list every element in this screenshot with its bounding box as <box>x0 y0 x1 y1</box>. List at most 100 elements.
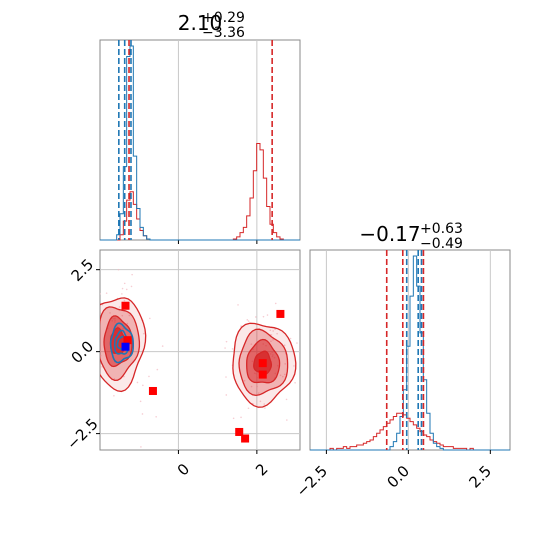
scatter-sample-dot <box>117 268 120 271</box>
scatter-sample-dot <box>237 304 239 306</box>
scatter-sample-dot <box>302 366 304 368</box>
scatter-sample-dot <box>294 382 296 384</box>
scatter-sample-dot <box>225 376 227 378</box>
scatter-sample-dot <box>123 375 125 378</box>
scatter-sample-dot <box>240 416 242 419</box>
scatter-sample-dot <box>286 419 288 421</box>
title-param0-lower: −3.36 <box>202 25 245 41</box>
scatter-sample-dot <box>246 319 249 321</box>
scatter-y-tick-label-0: −2.5 <box>63 415 101 453</box>
scatter-red-marker-1 <box>123 336 132 345</box>
scatter-sample-dot <box>96 312 98 314</box>
title-param1-upper: +0.63 <box>420 221 463 237</box>
scatter-sample-dot <box>262 315 265 318</box>
scatter-y-tick-label-1: 0.0 <box>68 337 98 367</box>
scatter-sample-dot <box>121 287 124 290</box>
scatter-sample-dot <box>225 394 228 396</box>
hist-param1-quantiles <box>385 250 425 450</box>
scatter-sample-dot <box>279 374 282 377</box>
scatter-sample-dot <box>289 337 292 340</box>
hist-param0-panel: 2.10 +0.29 −3.36 <box>99 10 301 244</box>
scatter-sample-dot <box>141 413 144 415</box>
scatter-sample-dot <box>125 288 128 291</box>
scatter-sample-dot <box>84 334 86 336</box>
scatter-sample-dot <box>136 381 139 384</box>
scatter-sample-dot <box>240 325 242 327</box>
scatter-sample-dot <box>156 368 159 371</box>
scatter-sample-dot <box>121 293 123 295</box>
scatter-red-marker-5 <box>258 370 267 379</box>
hist-param1-panel: −0.17 +0.63 −0.49 −2.5 0.0 2.5 <box>293 221 511 501</box>
title-param1-base: −0.17 <box>359 222 420 246</box>
hist-param1-bars <box>310 255 510 451</box>
scatter-sample-dot <box>306 343 308 345</box>
scatter-y-ticks: −2.5 0.0 2.5 <box>63 255 101 453</box>
hist-param1-x-ticks: −2.5 0.0 2.5 <box>293 450 495 501</box>
scatter-sample-dot <box>274 328 276 331</box>
scatter-sample-dot <box>263 403 266 405</box>
scatter-red-marker-6 <box>235 427 244 436</box>
scatter-red-marker-0 <box>121 301 130 310</box>
scatter-sample-dot <box>90 328 92 330</box>
scatter-y-tick-label-2: 2.5 <box>68 255 98 285</box>
scatter-sample-dot <box>142 384 144 387</box>
scatter-sample-dot <box>91 339 93 341</box>
hist-param1-frame <box>309 249 511 451</box>
scatter-sample-dot <box>247 320 250 322</box>
scatter-sample-dot <box>256 385 258 388</box>
scatter-sample-dot <box>232 417 235 420</box>
scatter-sample-dot <box>96 302 98 304</box>
scatter-sample-dot <box>293 365 295 367</box>
scatter-red-marker-2 <box>148 386 157 395</box>
scatter-sample-dot <box>264 407 266 409</box>
scatter-blue-contour-1 <box>113 329 130 355</box>
scatter-red-marker-7 <box>241 434 250 443</box>
scatter-sample-dot <box>118 306 121 308</box>
scatter-sample-dot <box>247 407 250 410</box>
scatter-sample-dot <box>128 314 131 317</box>
scatter-sample-dot <box>139 400 142 403</box>
scatter-sample-dot <box>266 314 269 316</box>
title-param1-lower: −0.49 <box>420 236 463 252</box>
scatter-sample-dot <box>89 322 91 324</box>
scatter-sample-dot <box>231 348 234 350</box>
title-param0: 2.10 <box>178 11 223 35</box>
hist-param0-grid <box>177 40 258 244</box>
scatter-sample-dot <box>161 345 164 347</box>
scatter-sample-dot <box>224 347 226 349</box>
scatter-sample-dot <box>225 340 228 343</box>
scatter-sample-dot <box>283 344 286 346</box>
scatter-sample-dot <box>126 322 129 325</box>
hist-param0-red-series <box>100 143 300 241</box>
hist-param0-bars <box>100 45 300 241</box>
scatter-sample-dot <box>109 312 111 314</box>
hist-param0-blue-series <box>100 45 300 241</box>
scatter-sample-dot <box>98 390 100 392</box>
scatter-sample-dot <box>142 332 145 335</box>
scatter-sample-dot <box>140 446 142 448</box>
scatter-sample-dot <box>88 367 90 369</box>
hist-param1-red-series <box>310 412 510 451</box>
hist-param1-tick-label-2: 2.5 <box>465 462 495 492</box>
scatter-sample-dot <box>131 273 133 276</box>
scatter-markers <box>121 301 285 443</box>
scatter-sample-dot <box>270 340 272 343</box>
scatter-sample-dot <box>93 317 95 319</box>
scatter-sample-dot <box>148 375 150 378</box>
scatter-x-tick-label-1: 2 <box>252 460 271 479</box>
hist-param0-quantiles <box>118 40 273 240</box>
scatter-sample-dot <box>272 339 274 341</box>
scatter-contours <box>100 297 297 408</box>
scatter-sample-dot <box>270 334 273 336</box>
scatter-sample-dot <box>272 330 274 332</box>
scatter-sample-dot <box>123 299 126 302</box>
scatter-sample-dot <box>258 392 260 394</box>
scatter-sample-dot <box>100 292 101 295</box>
scatter-sample-dot <box>276 332 278 335</box>
scatter-sample-dot <box>284 373 286 376</box>
title-param0-upper: +0.29 <box>202 10 245 26</box>
scatter-sample-dot <box>282 375 284 378</box>
